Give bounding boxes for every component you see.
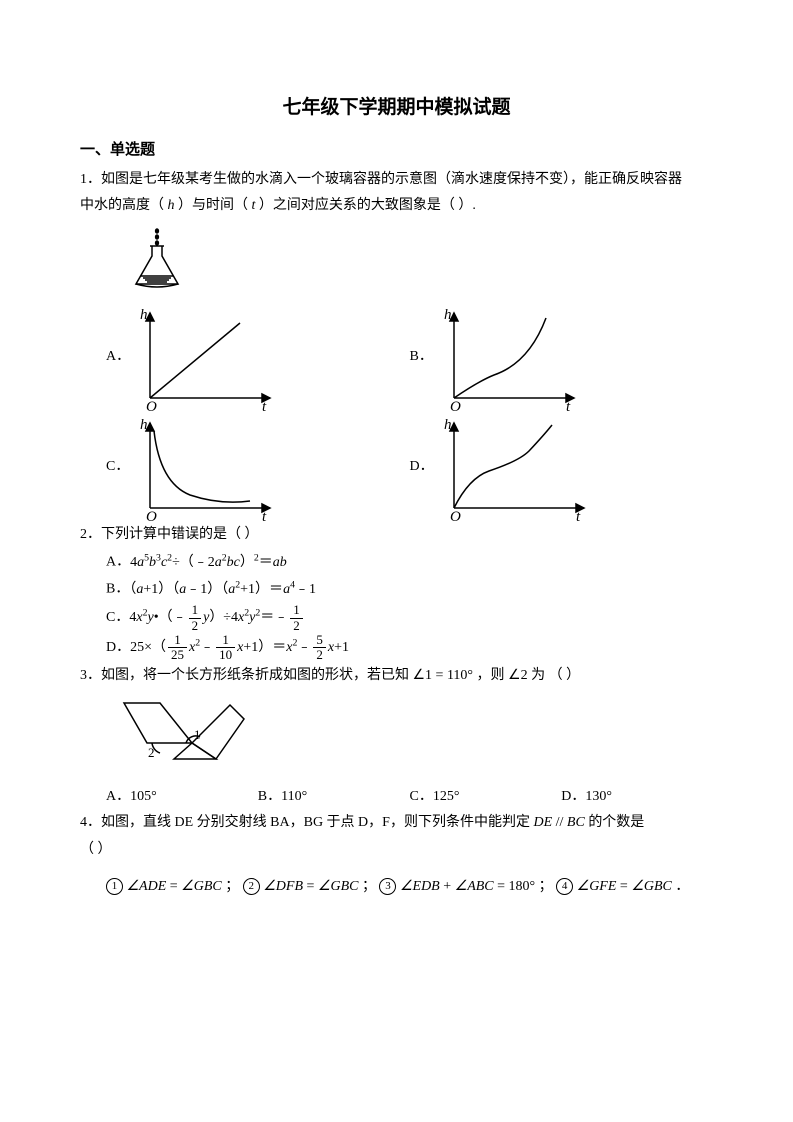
q1-stem-2: 中水的高度（ h ）与时间（ t ）之间对应关系的大致图象是（ ）. bbox=[80, 193, 713, 220]
q2-b-expr: （a+1）（a﹣1）（a2+1）＝a4﹣1 bbox=[129, 582, 316, 597]
q3-number: 3． bbox=[80, 668, 101, 683]
svg-text:2: 2 bbox=[148, 745, 155, 760]
cond-2-expr: ∠DFB = ∠GBC bbox=[263, 879, 358, 894]
svg-text:t: t bbox=[262, 509, 267, 521]
cond-4-circle: 4 bbox=[556, 878, 573, 895]
svg-text:O: O bbox=[146, 509, 157, 521]
q3-angle1: ∠1 = 110° bbox=[413, 668, 474, 683]
cond-3-circle: 3 bbox=[379, 878, 396, 895]
q4-stem-2: （ ） bbox=[80, 837, 713, 864]
q2-option-b: B．（a+1）（a﹣1）（a2+1）＝a4﹣1 bbox=[80, 576, 713, 603]
cond-3-expr: ∠EDB + ∠ABC = 180° bbox=[400, 879, 535, 894]
q1-var-h: h bbox=[168, 198, 175, 213]
q1-opt-a-label: A． bbox=[106, 344, 130, 371]
graph-b-icon: h O t bbox=[434, 303, 584, 411]
svg-text:t: t bbox=[262, 399, 267, 411]
q4-conditions: 1 ∠ADE = ∠GBC ； 2 ∠DFB = ∠GBC ； 3 ∠EDB +… bbox=[80, 874, 713, 901]
q1-text-d: ）之间对应关系的大致图象是（ ）. bbox=[259, 198, 476, 213]
graph-d-icon: h O t bbox=[434, 413, 594, 521]
graph-c-icon: h O t bbox=[130, 413, 280, 521]
q1-stem: 1．如图是七年级某考生做的水滴入一个玻璃容器的示意图（滴水速度保持不变），能正确… bbox=[80, 167, 713, 194]
svg-text:h: h bbox=[140, 417, 148, 433]
sep-2: ； bbox=[362, 879, 376, 894]
cond-4-expr: ∠GFE = ∠GBC bbox=[577, 879, 672, 894]
q2-text: 下列计算中错误的是（ ） bbox=[101, 527, 259, 542]
q1-option-d: D． h O t bbox=[410, 412, 714, 522]
q2-d-label: D． bbox=[106, 640, 130, 655]
q2-c-expr: 4x2y•（﹣12y）÷4x2y2＝﹣12 bbox=[129, 610, 304, 625]
graph-a-icon: h O t bbox=[130, 303, 280, 411]
cond-2-circle: 2 bbox=[243, 878, 260, 895]
q3-text-c: 为 （ ） bbox=[528, 668, 581, 683]
q2-a-expr: 4a5b3c2÷（﹣2a2bc）2＝ab bbox=[130, 555, 287, 570]
svg-text:h: h bbox=[444, 307, 452, 323]
q3-opt-d: D．130° bbox=[561, 784, 713, 811]
q1-option-a: A． h O t bbox=[106, 302, 410, 412]
q3-opt-c: C．125° bbox=[410, 784, 562, 811]
q3-opt-a: A．105° bbox=[106, 784, 258, 811]
q1-opt-d-label: D． bbox=[410, 454, 434, 481]
flask-icon bbox=[130, 228, 190, 292]
q2-stem: 2．下列计算中错误的是（ ） bbox=[80, 522, 713, 549]
sep-3: ； bbox=[539, 879, 553, 894]
q3-text-a: 如图，将一个长方形纸条折成如图的形状，若已知 bbox=[101, 668, 413, 683]
svg-text:1: 1 bbox=[194, 727, 201, 742]
q4-parallel: DE // BC bbox=[533, 815, 584, 830]
q3-stem: 3．如图，将一个长方形纸条折成如图的形状，若已知 ∠1 = 110° ，则 ∠2… bbox=[80, 663, 713, 690]
q1-number: 1． bbox=[80, 172, 101, 187]
q1-flask-figure bbox=[80, 228, 713, 303]
svg-text:O: O bbox=[450, 399, 461, 411]
q4-text-a: 如图，直线 DE 分别交射线 BA，BG 于点 D，F，则下列条件中能判定 bbox=[101, 815, 533, 830]
q1-option-c: C． h O t bbox=[106, 412, 410, 522]
svg-text:h: h bbox=[140, 307, 148, 323]
q1-text-c: ）与时间（ bbox=[178, 198, 248, 213]
q1-opt-b-label: B． bbox=[410, 344, 434, 371]
q3-angle2: ∠2 bbox=[508, 668, 528, 683]
q3-figure: 1 2 bbox=[80, 695, 713, 778]
tail: ． bbox=[675, 879, 689, 894]
q1-opt-c-label: C． bbox=[106, 454, 130, 481]
svg-text:O: O bbox=[450, 509, 461, 521]
q1-var-t: t bbox=[252, 198, 256, 213]
svg-text:h: h bbox=[444, 417, 452, 433]
svg-text:t: t bbox=[576, 509, 581, 521]
q2-c-label: C． bbox=[106, 610, 129, 625]
q1-text-a: 如图是七年级某考生做的水滴入一个玻璃容器的示意图（滴水速度保持不变），能正确反映… bbox=[101, 172, 682, 187]
svg-text:t: t bbox=[566, 399, 571, 411]
q2-d-expr: 25×（125x2﹣110x+1）＝x2﹣52x+1 bbox=[130, 640, 349, 655]
cond-1-circle: 1 bbox=[106, 878, 123, 895]
q3-opt-b: B．110° bbox=[258, 784, 410, 811]
svg-text:O: O bbox=[146, 399, 157, 411]
q1-options: A． h O t B． h O bbox=[80, 302, 713, 522]
sep-1: ； bbox=[225, 879, 239, 894]
q2-option-d: D．25×（125x2﹣110x+1）＝x2﹣52x+1 bbox=[80, 633, 713, 663]
q4-number: 4． bbox=[80, 815, 101, 830]
folded-strip-icon: 1 2 bbox=[120, 695, 250, 767]
q2-option-c: C．4x2y•（﹣12y）÷4x2y2＝﹣12 bbox=[80, 603, 713, 633]
q2-option-a: A．4a5b3c2÷（﹣2a2bc）2＝ab bbox=[80, 549, 713, 576]
q2-number: 2． bbox=[80, 527, 101, 542]
section-header: 一、单选题 bbox=[80, 136, 713, 165]
q2-a-label: A． bbox=[106, 555, 130, 570]
q1-option-b: B． h O t bbox=[410, 302, 714, 412]
cond-1-expr: ∠ADE = ∠GBC bbox=[127, 879, 222, 894]
page: 七年级下学期期中模拟试题 一、单选题 1．如图是七年级某考生做的水滴入一个玻璃容… bbox=[0, 0, 793, 1122]
q4-text-b: 的个数是 bbox=[585, 815, 645, 830]
q4-stem-1: 4．如图，直线 DE 分别交射线 BA，BG 于点 D，F，则下列条件中能判定 … bbox=[80, 810, 713, 837]
q1-text-b: 中水的高度（ bbox=[80, 198, 164, 213]
q3-text-b: ，则 bbox=[473, 668, 508, 683]
q3-options: A．105° B．110° C．125° D．130° bbox=[80, 784, 713, 811]
page-title: 七年级下学期期中模拟试题 bbox=[80, 90, 713, 126]
q2-b-label: B． bbox=[106, 582, 129, 597]
